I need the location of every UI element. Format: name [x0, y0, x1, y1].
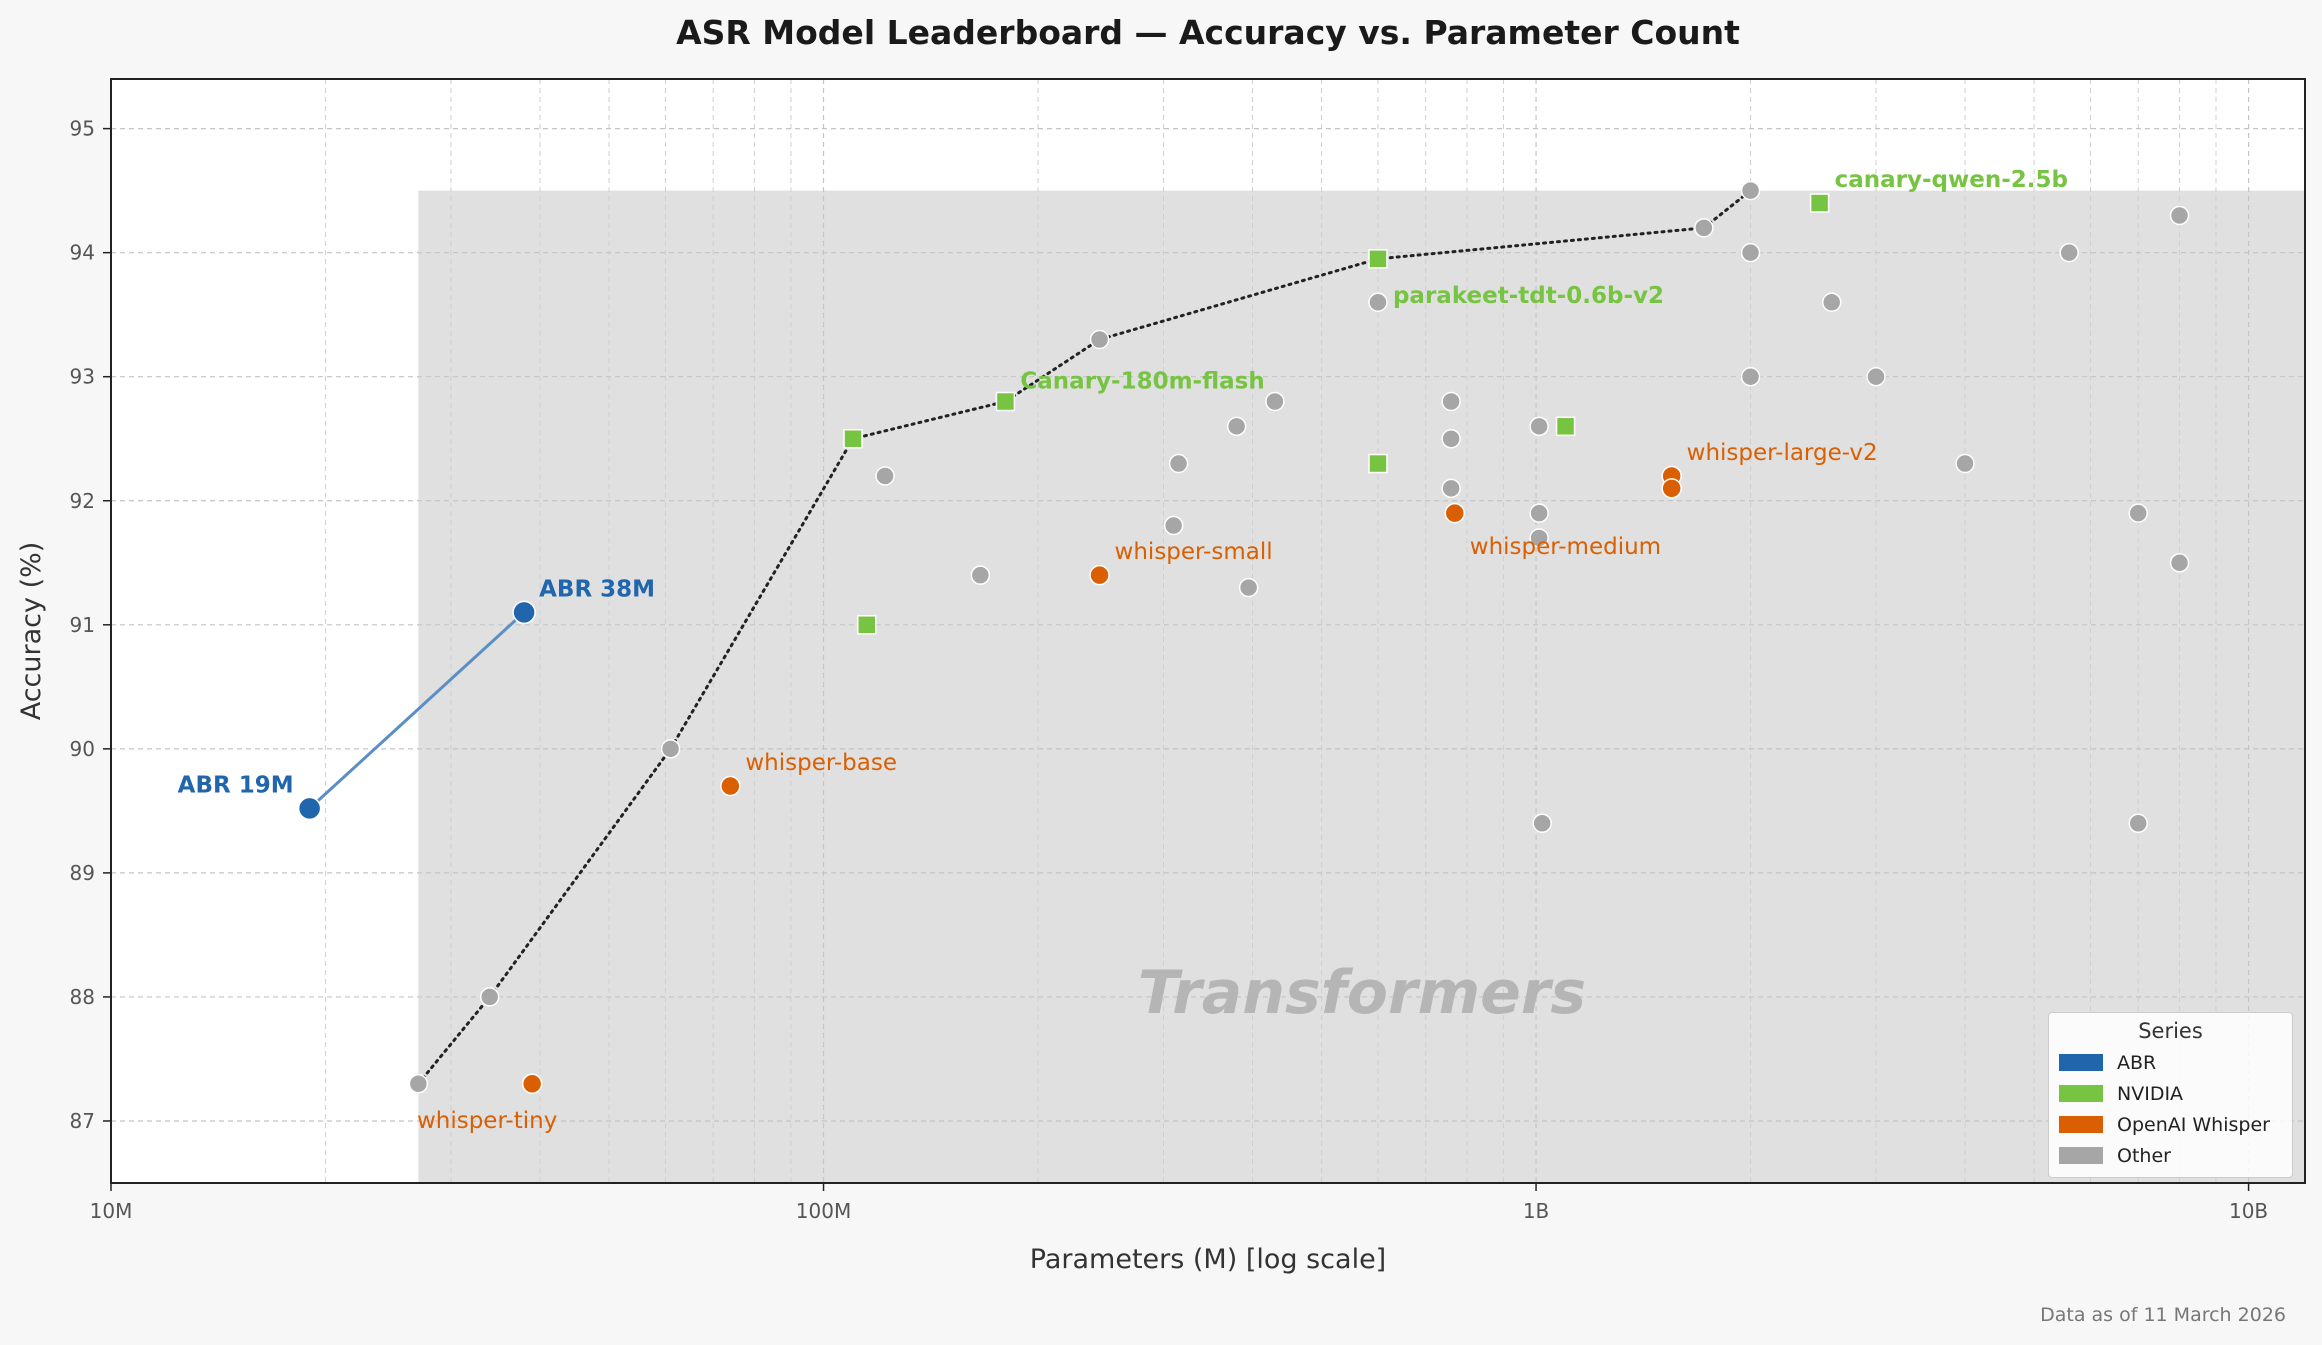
data-point-other: [1740, 180, 1761, 201]
x-axis-label: Parameters (M) [log scale]: [1030, 1244, 1386, 1275]
data-point-nvidia: [1809, 193, 1830, 213]
legend-swatch-openai-whisper: [2059, 1116, 2103, 1133]
data-point-other: [1529, 503, 1549, 523]
data-point-other: [875, 466, 895, 486]
legend-swatch-abr: [2059, 1054, 2103, 1071]
x-tick-label: 10M: [90, 1199, 133, 1223]
legend-item-abr: ABR: [2059, 1047, 2282, 1078]
y-tick-label: 88: [70, 985, 95, 1009]
data-point-openai-whisper: [521, 1073, 543, 1095]
data-point-other: [1441, 391, 1461, 412]
data-point-other: [1529, 416, 1549, 437]
transformers-region: [418, 190, 2305, 1183]
point-label-whisper-base: whisper-base: [745, 750, 897, 776]
y-axis-label: Accuracy (%): [16, 542, 47, 721]
data-point-other: [1740, 242, 1761, 263]
x-tick-label: 100M: [796, 1199, 851, 1223]
y-tick-label: 87: [70, 1109, 95, 1133]
data-point-abr: [297, 796, 322, 821]
point-label-whisper-tiny: whisper-tiny: [417, 1108, 557, 1134]
point-label-abr-19m: ABR 19M: [178, 772, 294, 798]
data-point-other: [1226, 416, 1247, 437]
data-point-other: [1529, 528, 1549, 548]
data-date-footnote: Data as of 11 March 2026: [2040, 1304, 2286, 1326]
data-point-openai-whisper: [1444, 502, 1466, 524]
y-tick-label: 89: [70, 861, 95, 885]
legend-swatch-other: [2059, 1147, 2103, 1164]
legend-label-other: Other: [2117, 1144, 2171, 1167]
data-point-other: [479, 987, 500, 1007]
data-point-other: [1238, 577, 1259, 598]
point-label-canary-qwen-2-5b: canary-qwen-2.5b: [1835, 167, 2068, 193]
legend-label-abr: ABR: [2117, 1051, 2157, 1074]
legend-item-openai-whisper: OpenAI Whisper: [2059, 1109, 2282, 1140]
legend-label-nvidia: NVIDIA: [2117, 1082, 2184, 1105]
x-tick-label: 1B: [1523, 1199, 1549, 1223]
data-point-other: [1089, 329, 1110, 350]
data-point-other: [1866, 366, 1886, 387]
y-tick-label: 95: [70, 117, 95, 141]
y-tick-label: 90: [70, 737, 95, 761]
pareto-frontier-line: [416, 189, 1753, 1086]
legend-title: Series: [2138, 1019, 2203, 1043]
data-point-other: [1168, 453, 1189, 474]
data-point-other: [1265, 391, 1285, 412]
y-tick-label: 92: [70, 489, 95, 513]
data-point-other: [2169, 205, 2190, 226]
legend-swatch-nvidia: [2059, 1085, 2103, 1102]
data-point-other: [1441, 428, 1461, 449]
y-tick-label: 93: [70, 365, 95, 389]
legend-label-openai-whisper: OpenAI Whisper: [2117, 1113, 2270, 1136]
data-point-nvidia: [1555, 416, 1576, 437]
data-point-other: [2059, 242, 2079, 263]
data-point-other: [2128, 503, 2148, 523]
data-point-openai-whisper: [1089, 564, 1110, 586]
data-point-nvidia: [843, 428, 863, 449]
point-label-whisper-medium: whisper-medium: [1470, 534, 1661, 560]
point-label-parakeet-tdt-0-6b-v2: parakeet-tdt-0.6b-v2: [1393, 283, 1664, 309]
data-point-nvidia: [1368, 453, 1388, 474]
point-label-whisper-small: whisper-small: [1115, 539, 1273, 565]
data-point-other: [1441, 478, 1461, 499]
point-label-whisper-large-v2: whisper-large-v2: [1687, 440, 1878, 466]
data-point-other: [2169, 553, 2190, 573]
legend-item-nvidia: NVIDIA: [2059, 1078, 2282, 1109]
series-line-abr: [308, 611, 526, 810]
data-point-other: [1532, 813, 1552, 834]
data-point-other: [1163, 515, 1184, 536]
plot-frame: [110, 78, 2306, 1184]
legend-item-other: Other: [2059, 1140, 2282, 1171]
data-point-nvidia: [1368, 249, 1388, 269]
x-tick-label: 10B: [2229, 1199, 2268, 1223]
data-point-openai-whisper: [1661, 478, 1682, 499]
transformers-region-label: Transformers: [1138, 958, 1586, 1028]
data-point-other: [970, 565, 991, 585]
data-point-other: [2128, 813, 2148, 834]
data-point-other: [1740, 366, 1761, 387]
y-tick-label: 94: [70, 241, 95, 265]
y-tick-label: 91: [70, 613, 95, 637]
chart-legend: Series ABR NVIDIA OpenAI Whisper Other: [2048, 1012, 2293, 1178]
data-point-openai-whisper: [720, 775, 741, 797]
point-label-canary-180m-flash: Canary-180m-flash: [1020, 369, 1264, 395]
data-point-other: [1955, 453, 1975, 474]
point-label-abr-38m: ABR 38M: [539, 576, 655, 602]
chart-title: ASR Model Leaderboard — Accuracy vs. Par…: [676, 13, 1740, 52]
data-point-other: [1694, 218, 1714, 238]
data-point-other: [1368, 292, 1388, 313]
data-point-other: [408, 1074, 429, 1094]
data-point-nvidia: [857, 615, 877, 635]
data-point-nvidia: [995, 391, 1016, 412]
data-point-abr: [512, 600, 536, 625]
data-point-other: [660, 739, 681, 759]
data-point-other: [1821, 292, 1842, 313]
